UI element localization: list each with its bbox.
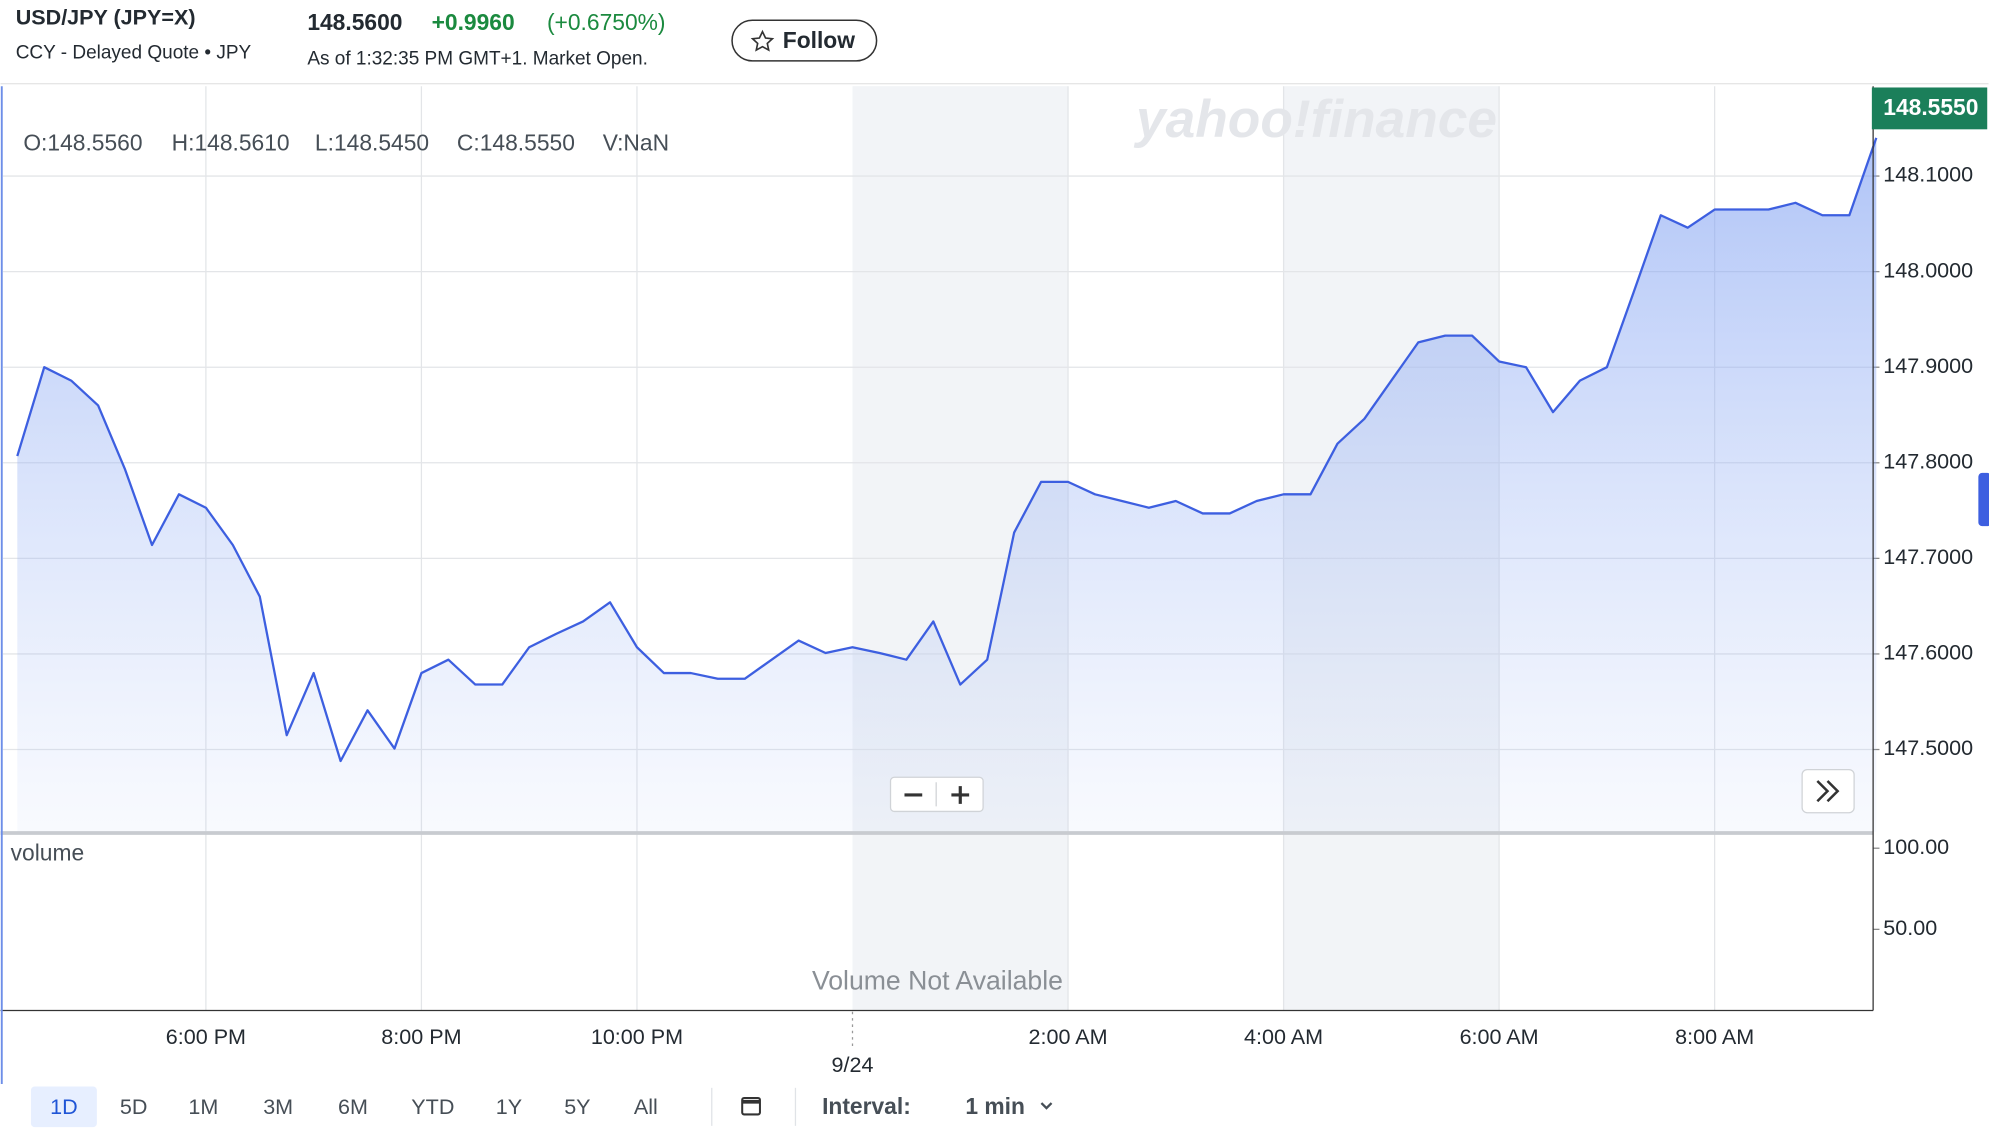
price-area bbox=[17, 137, 1877, 832]
range-button[interactable]: 3M bbox=[263, 1094, 293, 1119]
y-tick-label: 148.1000 bbox=[1883, 162, 1973, 187]
range-button[interactable]: 6M bbox=[338, 1094, 368, 1119]
range-active-bg bbox=[30, 1086, 97, 1128]
interval-chevron[interactable] bbox=[1040, 1102, 1053, 1110]
volume-y-tick-label: 100.00 bbox=[1883, 834, 1949, 859]
volume-label: volume bbox=[11, 840, 85, 866]
last-price-label: 148.5550 bbox=[1883, 94, 1978, 120]
price-change-pct: (+0.6750%) bbox=[547, 9, 666, 35]
y-tick-label: 147.8000 bbox=[1883, 448, 1973, 473]
price: 148.5600 bbox=[307, 9, 402, 35]
side-tab[interactable] bbox=[1978, 472, 1989, 527]
volume-y-tick-label: 50.00 bbox=[1883, 915, 1937, 940]
zoom-controls[interactable] bbox=[889, 776, 984, 813]
follow-label[interactable]: Follow bbox=[783, 27, 855, 53]
x-tick-label: 2:00 AM bbox=[1029, 1024, 1108, 1049]
y-tick-label: 147.9000 bbox=[1883, 353, 1973, 378]
price-line bbox=[16, 137, 1878, 763]
price-change: +0.9960 bbox=[432, 9, 515, 35]
ohlc-value: L:148.5450 bbox=[315, 130, 429, 156]
zoom-in-icon[interactable] bbox=[951, 786, 970, 804]
y-tick-label: 147.5000 bbox=[1883, 735, 1973, 760]
last-price-tag bbox=[1871, 87, 1988, 130]
ohlc-value: V:NaN bbox=[603, 130, 669, 156]
x-tick-label: 10:00 PM bbox=[591, 1024, 683, 1049]
as-of: As of 1:32:35 PM GMT+1. Market Open. bbox=[307, 49, 648, 70]
calendar-icon[interactable] bbox=[741, 1096, 761, 1116]
toolbar: 1D 5D 1M 3M 6M YTD 1Y 5Y All Interval: 1 min bbox=[30, 1086, 1053, 1128]
y-tick-label: 147.6000 bbox=[1883, 640, 1973, 665]
collapse-icon[interactable] bbox=[1816, 780, 1840, 803]
interval-value[interactable]: 1 min bbox=[965, 1093, 1025, 1119]
range-button[interactable]: 1M bbox=[188, 1094, 218, 1119]
ohlc-value: O:148.5560 bbox=[23, 130, 142, 156]
range-button[interactable]: All bbox=[634, 1094, 658, 1119]
range-button[interactable]: YTD bbox=[411, 1094, 454, 1119]
ohlc-value: H:148.5610 bbox=[172, 130, 290, 156]
chart: 6:00 PM 8:00 PM 10:00 PM 2:00 AM 4:00 AM 6:00… bbox=[0, 86, 1989, 1085]
x-tick-label: 4:00 AM bbox=[1244, 1024, 1323, 1049]
x-tick-label: 6:00 PM bbox=[166, 1024, 246, 1049]
y-tick-label: 147.7000 bbox=[1883, 544, 1973, 569]
quote-title: USD/JPY (JPY=X) bbox=[16, 5, 196, 30]
follow-button[interactable]: Follow bbox=[731, 19, 878, 62]
range-button[interactable]: 5D bbox=[120, 1094, 148, 1119]
volume-label-bg bbox=[4, 836, 113, 870]
star-icon[interactable] bbox=[750, 29, 775, 52]
x-tick-label: 8:00 PM bbox=[381, 1024, 461, 1049]
interval-label: Interval: bbox=[822, 1093, 911, 1119]
range-button[interactable]: 1Y bbox=[496, 1094, 522, 1119]
volume-message: Volume Not Available bbox=[812, 966, 1063, 996]
range-button[interactable]: 5Y bbox=[564, 1094, 590, 1119]
watermark: yahoo!finance bbox=[1133, 90, 1497, 149]
x-tick-label: 8:00 AM bbox=[1675, 1024, 1754, 1049]
quote-subtitle: CCY - Delayed Quote • JPY bbox=[16, 42, 252, 63]
x-tick-label: 6:00 AM bbox=[1460, 1024, 1539, 1049]
ohlc-value: C:148.5550 bbox=[457, 130, 575, 156]
range-button[interactable]: 1D bbox=[50, 1094, 78, 1119]
day-label: 9/24 bbox=[832, 1052, 874, 1077]
y-tick-label: 148.0000 bbox=[1883, 257, 1973, 282]
